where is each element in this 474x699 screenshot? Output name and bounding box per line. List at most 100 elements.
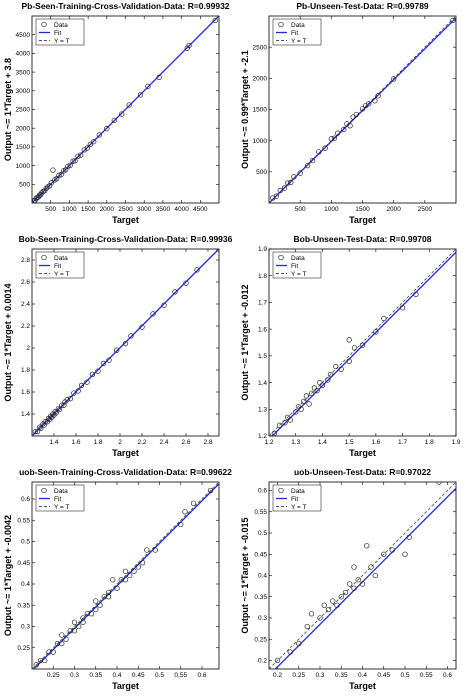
chart3-data-point-17 (56, 406, 63, 413)
chart1-x-tick-label-8: 4500 (193, 206, 208, 213)
chart1-y-tick-label-8: 4500 (16, 32, 31, 39)
chart2-x-tick-label-2: 1500 (355, 206, 370, 213)
chart3-plot-layer (32, 249, 219, 436)
chart4-data-point-15 (319, 382, 326, 388)
chart1-x-tick-label-5: 3000 (137, 206, 152, 213)
chart4-data-point-27 (413, 291, 419, 298)
chart1-data-point-28 (84, 145, 91, 151)
chart3-data-point-28 (95, 368, 101, 374)
chart4-y-tick-label-3: 1.5 (258, 353, 267, 360)
chart5-data-point-0 (33, 662, 39, 668)
chart3-y-tick-label-5: 2.4 (21, 301, 30, 308)
chart4-data-point-20 (346, 337, 352, 343)
chart4-legend-data-marker (278, 254, 284, 261)
chart1-x-tick-label-7: 4000 (174, 206, 189, 213)
chart4-data-point-11 (309, 390, 315, 396)
chart1-y-tick-label-0: 500 (19, 182, 30, 189)
chart4-data-point-12 (311, 385, 318, 391)
chart3-x-axis-label: Target (112, 448, 139, 458)
chart6-data-point-3 (304, 623, 310, 630)
chart6-data-point-8 (330, 598, 336, 604)
chart2-data-point-19 (353, 111, 359, 118)
chart3-data-point-29 (100, 360, 107, 367)
chart1-y-tick-label-5: 3000 (16, 88, 31, 95)
chart6-y-tick-label-7: 0.55 (254, 509, 267, 516)
chart2-data-point-6 (291, 174, 297, 180)
chart4-y-tick-label-5: 1.7 (258, 300, 267, 307)
chart4-data-point-22 (351, 345, 358, 351)
chart5-data-point-31 (139, 560, 146, 566)
chart1-y-tick-label-3: 2000 (16, 125, 31, 132)
chart5-title: uob-Seen-Training-Cross-Validation-Data:… (19, 467, 232, 477)
chart2-identity-line (269, 16, 456, 203)
chart4-data-point-19 (338, 366, 344, 372)
chart1-x-tick-label-2: 1500 (81, 206, 96, 213)
chart5-data-point-17 (93, 606, 99, 613)
chart2-data-point-8 (304, 162, 311, 169)
chart5-data-point-10 (71, 628, 78, 634)
chart3-data-point-5 (41, 422, 47, 428)
chart2-data-point-15 (341, 126, 347, 133)
chart5-legend-fit-label: Fit (54, 496, 61, 503)
chart3-data-point-40 (216, 249, 219, 252)
chart3-data-point-33 (128, 333, 134, 339)
scatter-plot-pb-unseen: Pb-Unseen-Test-Data: R=0.99789 500 1000 150… (240, 1, 457, 225)
chart6-x-tick-label-6: 0.5 (400, 672, 409, 679)
chart1-data-point-40 (186, 42, 192, 49)
chart6-legend-identity-label: Y = T (291, 504, 307, 511)
chart6-data-point-20 (381, 551, 387, 557)
chart6-data-point-19 (372, 572, 378, 579)
chart4-identity-line (269, 249, 456, 436)
chart1-legend-fit-label: Fit (54, 30, 61, 37)
chart1-data-point-41 (212, 17, 218, 24)
chart3-data-point-2 (37, 424, 43, 430)
chart6-x-tick-label-7: 0.55 (420, 672, 433, 679)
chart1-data-point-27 (81, 147, 88, 153)
chart1-data-point-39 (184, 45, 190, 51)
chart3-legend-data-label: Data (54, 255, 68, 262)
chart6-y-tick-label-8: 0.6 (258, 488, 267, 495)
chart4-y-tick-label-1: 1.3 (258, 406, 267, 413)
chart2-data-point-24 (375, 93, 381, 99)
chart4-data-point-3 (285, 414, 291, 420)
chart5-data-point-27 (122, 568, 129, 574)
chart6-data-point-23 (406, 534, 412, 540)
chart6-x-tick-label-1: 0.25 (292, 672, 305, 679)
chart2-data-point-5 (288, 179, 294, 186)
chart5-x-tick-label-6: 0.55 (174, 672, 187, 679)
chart6-legend-data-marker (278, 487, 284, 494)
chart3-x-tick-label-0: 1.4 (49, 439, 58, 446)
chart1-data-point-34 (119, 111, 125, 117)
chart3-data-point-30 (106, 357, 112, 363)
chart3-data-point-24 (75, 388, 81, 394)
chart3-data-point-32 (122, 340, 129, 347)
chart4-x-tick-label-5: 1.7 (398, 439, 407, 446)
chart2-legend-data-marker (278, 21, 284, 28)
scatter-plot-bob-seen: Bob-Seen-Training-Cross-Validation-Data:… (3, 234, 233, 458)
chart2-data-point-1 (273, 193, 280, 199)
chart1-x-tick-label-0: 500 (45, 206, 56, 213)
chart3-x-tick-label-7: 2.8 (203, 439, 212, 446)
chart6-y-tick-label-4: 0.4 (258, 573, 267, 580)
chart2-y-tick-label-4: 2500 (253, 44, 268, 51)
chart2-data-point-4 (285, 180, 291, 186)
chart1-legend-data-label: Data (54, 22, 68, 29)
chart5-data-point-29 (131, 568, 137, 574)
chart3-data-point-18 (59, 402, 65, 408)
chart2-data-point-12 (328, 136, 334, 142)
chart3-data-point-14 (52, 409, 58, 415)
chart4-x-tick-label-7: 1.9 (451, 439, 460, 446)
chart4-data-point-24 (373, 329, 379, 335)
chart2-y-tick-label-1: 1000 (253, 138, 268, 145)
chart5-legend-data-marker (41, 487, 47, 494)
chart-panel-5: uob-Seen-Training-Cross-Validation-Data:… (0, 466, 237, 699)
chart1-x-tick-label-1: 1000 (62, 206, 77, 213)
chart4-data-point-23 (359, 342, 366, 348)
chart3-y-tick-label-1: 1.6 (21, 389, 30, 396)
chart5-data-point-6 (59, 640, 65, 647)
chart3-data-point-25 (78, 382, 85, 389)
chart3-data-point-36 (161, 302, 167, 308)
chart5-data-point-18 (93, 598, 99, 604)
chart2-data-point-13 (331, 135, 338, 141)
chart4-legend-data-label: Data (291, 255, 305, 262)
